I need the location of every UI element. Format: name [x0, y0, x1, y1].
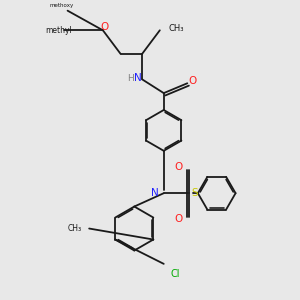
- Text: O: O: [100, 22, 108, 32]
- Text: methyl: methyl: [46, 26, 72, 35]
- Text: O: O: [175, 162, 183, 172]
- Text: O: O: [175, 214, 183, 224]
- Text: H: H: [127, 74, 134, 83]
- Text: methoxy: methoxy: [50, 4, 74, 8]
- Text: CH₃: CH₃: [68, 224, 82, 233]
- Text: Cl: Cl: [171, 268, 180, 279]
- Text: S: S: [191, 188, 198, 198]
- Text: CH₃: CH₃: [168, 24, 184, 33]
- Text: N: N: [134, 73, 141, 83]
- Text: N: N: [151, 188, 159, 198]
- Text: O: O: [188, 76, 196, 86]
